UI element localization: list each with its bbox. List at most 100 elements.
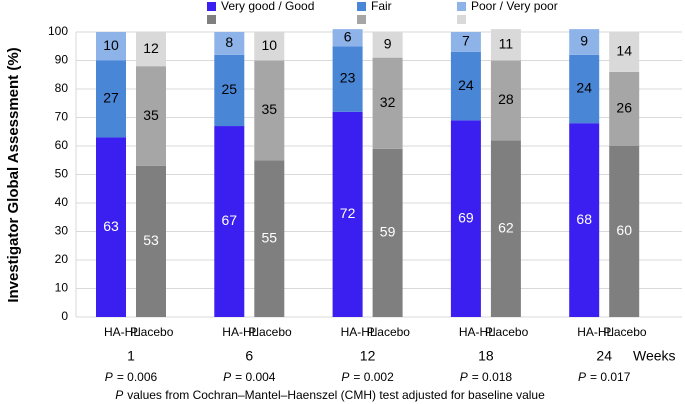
data-label: 35 xyxy=(143,107,159,123)
x-tick-label: 6 xyxy=(245,348,253,364)
data-label: 10 xyxy=(262,37,278,53)
bar-segment xyxy=(96,32,126,61)
y-axis-label: Investigator Global Assessment (%) xyxy=(5,47,22,302)
data-label: 9 xyxy=(580,33,588,49)
bar-segment xyxy=(136,66,166,166)
bar-segment xyxy=(214,126,245,317)
data-label: 14 xyxy=(616,43,632,59)
p-value: P = 0.006 xyxy=(105,370,158,384)
bar-segment xyxy=(372,148,403,317)
p-value-text: = 0.002 xyxy=(353,370,394,384)
p-value: P = 0.004 xyxy=(223,370,276,384)
legend-label: Fair xyxy=(371,0,392,13)
data-label: 24 xyxy=(576,80,592,96)
data-label: 11 xyxy=(499,36,514,52)
data-label: 32 xyxy=(380,94,396,110)
bar-segment xyxy=(136,165,166,317)
p-value-text: = 0.018 xyxy=(472,370,513,384)
bar-label: Placebo xyxy=(248,325,292,339)
data-label: 28 xyxy=(498,91,514,107)
p-value: P = 0.018 xyxy=(460,370,513,384)
legend-swatch xyxy=(457,2,466,11)
bar-segment xyxy=(450,51,481,121)
bar-segment xyxy=(609,146,640,317)
data-label: 35 xyxy=(262,101,278,117)
data-label: 12 xyxy=(143,40,159,56)
legend-swatch xyxy=(207,2,216,11)
bar-segment xyxy=(214,54,245,127)
p-symbol: P xyxy=(460,370,468,384)
y-tick-label: 60 xyxy=(55,138,69,152)
bar-segment xyxy=(372,57,403,149)
data-label: 68 xyxy=(576,211,592,227)
bar-label: Placebo xyxy=(130,325,174,339)
legend-swatch xyxy=(357,15,366,24)
data-label: 6 xyxy=(344,28,352,44)
bar-label: Placebo xyxy=(367,325,411,339)
bar-label: HA-HL xyxy=(577,325,613,339)
data-label: 10 xyxy=(103,37,119,53)
data-label: 9 xyxy=(384,36,392,52)
y-tick-label: 30 xyxy=(55,224,69,238)
data-label: 23 xyxy=(340,70,356,86)
p-value-text: = 0.017 xyxy=(590,370,631,384)
legend-label: Very good / Good xyxy=(221,0,314,13)
data-label: 7 xyxy=(462,33,470,49)
bar-segment xyxy=(254,160,285,317)
p-value-text: = 0.004 xyxy=(235,370,276,384)
y-tick-label: 20 xyxy=(55,252,69,266)
x-tick-label: 12 xyxy=(360,348,376,364)
bar-label: HA-HL xyxy=(104,325,140,339)
bar-label: HA-HL xyxy=(341,325,377,339)
bar-segment xyxy=(490,60,521,141)
y-tick-label: 50 xyxy=(55,167,69,181)
bar-segment xyxy=(450,32,481,52)
legend-swatch xyxy=(207,15,216,24)
bar-segment xyxy=(96,60,126,138)
x-tick-label: 18 xyxy=(478,348,494,364)
legend-label: Poor / Very poor xyxy=(471,0,558,13)
legend-swatch xyxy=(457,15,466,24)
bar-segment xyxy=(254,60,285,161)
data-label: 26 xyxy=(616,100,632,116)
p-symbol: P xyxy=(105,370,113,384)
data-label: 53 xyxy=(143,232,159,248)
data-label: 27 xyxy=(103,90,119,106)
bar-segment xyxy=(569,29,600,55)
bar-segment xyxy=(450,120,481,317)
y-tick-label: 70 xyxy=(55,110,69,124)
bar-segment xyxy=(569,54,600,124)
footnote-text: values from Cochran–Mantel–Haenszel (CMH… xyxy=(127,388,545,402)
bar-label: HA-HL xyxy=(459,325,495,339)
data-label: 67 xyxy=(222,212,238,228)
bar-segment xyxy=(490,29,521,61)
data-label: 62 xyxy=(498,219,514,235)
y-tick-label: 10 xyxy=(55,281,69,295)
data-label: 8 xyxy=(225,34,233,50)
y-tick-label: 40 xyxy=(55,195,69,209)
p-value: P = 0.017 xyxy=(578,370,631,384)
bar-segment xyxy=(332,46,363,112)
p-symbol: P xyxy=(578,370,586,384)
data-label: 59 xyxy=(380,224,396,240)
bar-label: Placebo xyxy=(603,325,647,339)
bar-segment xyxy=(490,140,521,317)
legend-swatch xyxy=(357,2,366,11)
y-tick-label: 100 xyxy=(48,24,68,38)
bar-label: Placebo xyxy=(485,325,529,339)
footnote-symbol: P xyxy=(115,388,123,402)
data-label: 60 xyxy=(616,222,632,238)
data-label: 55 xyxy=(262,229,278,245)
x-tick-label: 1 xyxy=(127,348,135,364)
bar-segment xyxy=(136,32,166,67)
bar-segment xyxy=(254,32,285,61)
data-label: 72 xyxy=(340,205,356,221)
bar-segment xyxy=(609,32,640,72)
p-symbol: P xyxy=(341,370,349,384)
bar-segment xyxy=(372,32,403,58)
data-label: 25 xyxy=(222,81,238,97)
bar-segment xyxy=(609,71,640,146)
bar-segment xyxy=(332,111,363,317)
p-value-text: = 0.006 xyxy=(117,370,158,384)
